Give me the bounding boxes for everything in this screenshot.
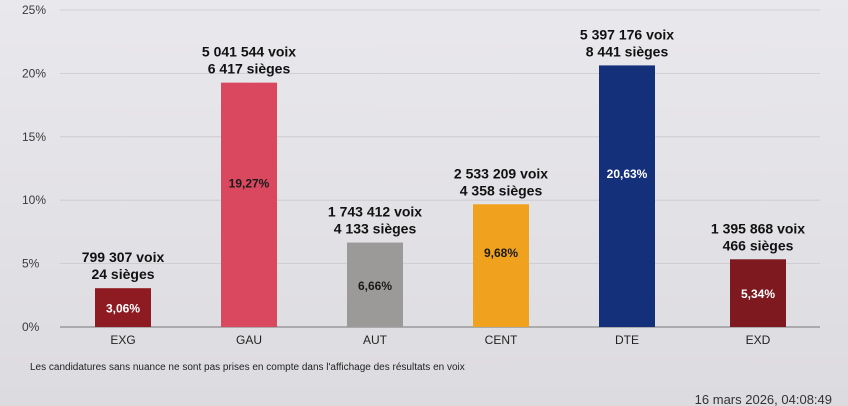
bar-value-label: 5,34% bbox=[741, 287, 775, 301]
bar-value-label: 3,06% bbox=[106, 302, 140, 316]
bar-cent bbox=[473, 204, 529, 327]
votes-label: 799 307 voix bbox=[82, 249, 165, 265]
category-label: GAU bbox=[236, 333, 262, 347]
seats-label: 4 133 sièges bbox=[334, 221, 417, 237]
seats-label: 8 441 sièges bbox=[586, 43, 669, 59]
timestamp: 16 mars 2026, 04:08:49 bbox=[694, 392, 832, 406]
bar-value-label: 6,66% bbox=[358, 279, 392, 293]
bar-exd bbox=[730, 259, 786, 327]
votes-label: 2 533 209 voix bbox=[454, 165, 548, 181]
votes-label: 1 743 412 voix bbox=[328, 204, 422, 220]
y-tick-label: 10% bbox=[22, 193, 46, 207]
bar-value-label: 9,68% bbox=[484, 246, 518, 260]
bar-dte bbox=[599, 65, 655, 328]
category-label: DTE bbox=[615, 333, 639, 347]
bar-value-label: 20,63% bbox=[607, 167, 648, 181]
votes-label: 5 397 176 voix bbox=[580, 26, 674, 42]
y-tick-label: 20% bbox=[22, 66, 46, 80]
category-label: AUT bbox=[363, 333, 388, 347]
footnote: Les candidatures sans nuance ne sont pas… bbox=[30, 362, 465, 373]
y-tick-label: 0% bbox=[22, 320, 40, 334]
category-label: CENT bbox=[485, 333, 518, 347]
category-label: EXD bbox=[746, 333, 771, 347]
category-label: EXG bbox=[110, 333, 135, 347]
bar-value-label: 19,27% bbox=[229, 177, 270, 191]
seats-label: 4 358 sièges bbox=[460, 182, 543, 198]
seats-label: 24 sièges bbox=[91, 266, 154, 282]
votes-label: 5 041 544 voix bbox=[202, 44, 296, 60]
bar-aut bbox=[347, 242, 403, 327]
y-tick-label: 25% bbox=[22, 3, 46, 17]
seats-label: 466 sièges bbox=[723, 237, 794, 253]
votes-label: 1 395 868 voix bbox=[711, 220, 805, 236]
bar-exg bbox=[95, 288, 151, 327]
y-tick-label: 5% bbox=[22, 257, 40, 271]
bar-gau bbox=[221, 82, 277, 327]
seats-label: 6 417 sièges bbox=[208, 61, 291, 77]
y-tick-label: 15% bbox=[22, 130, 46, 144]
